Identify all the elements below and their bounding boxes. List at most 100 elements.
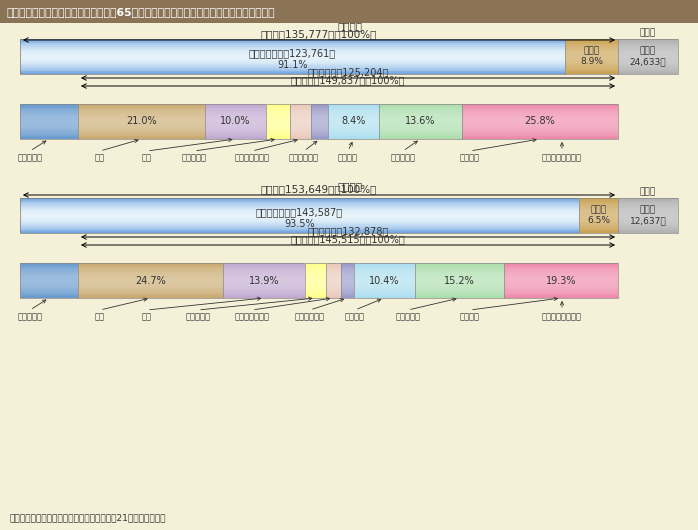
Bar [618, 198, 678, 233]
Bar [326, 295, 341, 296]
Bar [461, 132, 618, 133]
Bar [354, 289, 415, 290]
Bar [20, 117, 78, 118]
Bar [328, 118, 379, 119]
Bar [618, 227, 678, 228]
Bar [379, 127, 461, 128]
Bar [78, 127, 205, 128]
Bar [379, 122, 461, 123]
Bar [565, 54, 618, 55]
Bar [618, 47, 678, 48]
Bar [305, 273, 326, 275]
Bar [20, 294, 78, 295]
Bar [415, 264, 505, 266]
Bar [20, 290, 78, 291]
Text: 消費支出　149,837円（100%）: 消費支出 149,837円（100%） [291, 75, 406, 85]
Bar [579, 211, 618, 212]
Bar [505, 274, 618, 275]
Bar [223, 266, 305, 267]
Bar [565, 55, 618, 56]
Bar [78, 114, 205, 116]
Text: 家具・家事用品: 家具・家事用品 [235, 153, 269, 162]
Bar [379, 119, 461, 120]
Bar [579, 210, 618, 211]
Bar [618, 56, 678, 57]
Bar [328, 122, 379, 123]
Text: 第１－４－５図　高齢無職単身世帯（65歳以上）の１か月平均家計収支の構成（男女別）: 第１－４－５図 高齢無職単身世帯（65歳以上）の１か月平均家計収支の構成（男女別… [6, 7, 274, 17]
Bar [415, 273, 505, 275]
Bar [379, 105, 461, 106]
Bar [618, 54, 678, 55]
Bar [205, 107, 266, 108]
Text: その他の消費支出: その他の消費支出 [542, 153, 582, 162]
Bar [354, 293, 415, 294]
Bar [328, 107, 379, 108]
Bar [20, 55, 565, 56]
Bar [266, 124, 290, 125]
Bar [266, 126, 290, 127]
Bar [266, 118, 290, 119]
Bar [223, 297, 305, 298]
Bar [78, 107, 205, 108]
Bar [20, 220, 579, 222]
Bar [20, 57, 565, 58]
Bar [20, 225, 579, 226]
Bar [305, 272, 326, 273]
Bar [505, 279, 618, 280]
Bar [505, 269, 618, 270]
Bar [618, 39, 678, 40]
Bar [205, 104, 266, 139]
Bar [326, 266, 341, 267]
Bar [565, 60, 618, 62]
Bar [328, 114, 379, 116]
Text: 住居: 住居 [142, 153, 152, 162]
Bar [205, 126, 266, 127]
Bar [341, 294, 354, 295]
Text: 8.4%: 8.4% [341, 117, 366, 127]
Bar [618, 41, 678, 42]
Bar [20, 213, 579, 214]
Bar [20, 59, 565, 60]
Bar [311, 109, 328, 110]
Bar [379, 109, 461, 110]
Bar [290, 132, 311, 133]
Bar [205, 124, 266, 125]
Bar [20, 230, 579, 231]
Bar [618, 218, 678, 219]
Bar [354, 295, 415, 296]
Bar [290, 127, 311, 128]
Bar [505, 296, 618, 297]
Bar [579, 222, 618, 223]
Bar [20, 127, 78, 128]
Bar [415, 276, 505, 277]
Bar [78, 271, 223, 272]
Bar [326, 282, 341, 283]
Bar [20, 227, 579, 228]
Bar [290, 104, 311, 139]
Bar [78, 293, 223, 294]
Bar [354, 285, 415, 286]
Bar [20, 267, 78, 268]
Bar [311, 135, 328, 136]
Bar [328, 128, 379, 129]
Bar [305, 276, 326, 277]
Bar [415, 275, 505, 276]
Bar [341, 271, 354, 272]
Bar [618, 65, 678, 66]
Text: その他
8.9%: その他 8.9% [580, 47, 603, 66]
Bar [290, 132, 311, 134]
Bar [341, 269, 354, 270]
Bar [565, 46, 618, 47]
Bar [618, 222, 678, 223]
Bar [223, 264, 305, 265]
Bar [78, 121, 205, 122]
Bar [78, 123, 205, 124]
Bar [328, 125, 379, 126]
Bar [20, 132, 78, 134]
Bar [20, 229, 579, 231]
Bar [20, 286, 78, 287]
Bar [20, 43, 565, 44]
Bar [326, 267, 341, 268]
Bar [305, 274, 326, 275]
Bar [20, 58, 565, 59]
